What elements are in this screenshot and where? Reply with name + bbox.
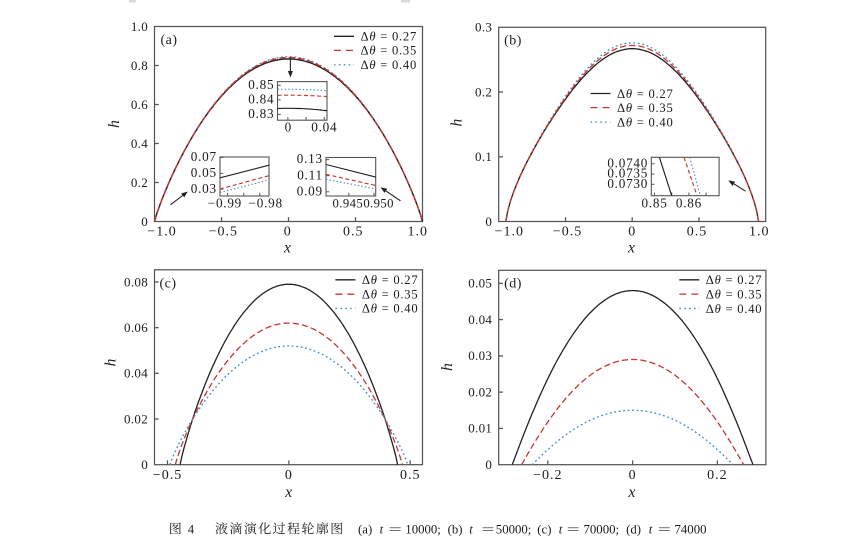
svg-text:Δθ = 0.27: Δθ = 0.27 (706, 273, 763, 287)
svg-text:0.13: 0.13 (297, 151, 323, 166)
svg-text:−0.5: −0.5 (153, 468, 182, 483)
svg-text:=: = (658, 523, 671, 536)
svg-text:h: h (439, 363, 456, 371)
svg-text:0.06: 0.06 (124, 320, 148, 335)
svg-text:Δθ = 0.27: Δθ = 0.27 (617, 87, 674, 101)
svg-text:Δθ = 0.35: Δθ = 0.35 (706, 287, 763, 301)
svg-text:x: x (283, 240, 291, 257)
svg-text:t: t (649, 523, 653, 536)
svg-text:74000: 74000 (675, 523, 707, 536)
svg-text:−0.5: −0.5 (209, 225, 238, 240)
svg-text:0.05: 0.05 (191, 165, 217, 180)
svg-text:(c): (c) (159, 277, 176, 292)
svg-text:0: 0 (485, 214, 492, 229)
svg-text:50000;: 50000; (496, 523, 532, 536)
svg-text:−1.0: −1.0 (147, 225, 176, 240)
svg-text:x: x (284, 484, 292, 501)
svg-text:0.950: 0.950 (363, 197, 394, 211)
svg-text:0: 0 (284, 225, 292, 240)
svg-text:Δθ = 0.40: Δθ = 0.40 (617, 115, 674, 129)
svg-text:0.0740: 0.0740 (607, 155, 648, 170)
svg-text:Δθ = 0.40: Δθ = 0.40 (362, 302, 419, 316)
svg-text:1.0: 1.0 (749, 225, 770, 240)
svg-text:Δθ = 0.27: Δθ = 0.27 (362, 273, 419, 287)
svg-text:0: 0 (285, 468, 293, 483)
svg-text:4: 4 (188, 523, 195, 536)
svg-text:h: h (106, 120, 123, 128)
svg-text:0.01: 0.01 (468, 421, 492, 436)
svg-text:=: = (567, 523, 580, 536)
svg-text:0.0730: 0.0730 (607, 176, 648, 191)
svg-text:(a): (a) (160, 33, 177, 48)
svg-text:0.945: 0.945 (333, 197, 364, 211)
svg-text:(d): (d) (504, 277, 522, 292)
svg-text:Δθ = 0.40: Δθ = 0.40 (361, 58, 418, 72)
svg-text:70000;: 70000; (584, 523, 620, 536)
svg-text:t: t (380, 523, 384, 536)
svg-text:0.83: 0.83 (248, 106, 274, 121)
svg-text:(d): (d) (626, 523, 641, 536)
svg-text:h: h (103, 358, 120, 366)
svg-text:(a): (a) (358, 523, 372, 536)
svg-text:0.2: 0.2 (707, 468, 728, 483)
svg-text:0: 0 (628, 225, 636, 240)
svg-text:0: 0 (485, 457, 492, 472)
svg-text:0.0735: 0.0735 (607, 166, 648, 181)
svg-text:−0.2: −0.2 (533, 468, 562, 483)
svg-text:0.03: 0.03 (191, 181, 217, 196)
svg-text:0: 0 (285, 120, 292, 135)
svg-text:0.5: 0.5 (400, 468, 421, 483)
svg-text:=: = (481, 523, 494, 536)
svg-text:0.2: 0.2 (475, 84, 492, 99)
svg-text:Δθ = 0.40: Δθ = 0.40 (706, 302, 763, 316)
svg-text:0.85: 0.85 (641, 196, 667, 211)
svg-text:Δθ = 0.35: Δθ = 0.35 (617, 101, 674, 115)
svg-text:0.4: 0.4 (131, 136, 148, 151)
svg-text:0.02: 0.02 (124, 411, 148, 426)
svg-text:0.6: 0.6 (131, 97, 148, 112)
svg-text:0.04: 0.04 (124, 366, 148, 381)
svg-text:0.03: 0.03 (468, 348, 492, 363)
svg-text:x: x (628, 484, 636, 501)
svg-text:0.85: 0.85 (248, 77, 274, 92)
svg-text:h: h (449, 118, 466, 126)
svg-text:1.0: 1.0 (407, 225, 428, 240)
svg-text:0: 0 (629, 468, 637, 483)
svg-text:Δθ = 0.35: Δθ = 0.35 (362, 288, 419, 302)
svg-text:0.84: 0.84 (248, 92, 274, 107)
svg-text:−0.5: −0.5 (553, 225, 582, 240)
svg-text:0.02: 0.02 (468, 384, 492, 399)
svg-text:=: = (389, 523, 402, 536)
svg-text:0.8: 0.8 (131, 58, 148, 73)
svg-text:(b): (b) (448, 523, 463, 536)
svg-text:−0.98: −0.98 (249, 196, 283, 211)
svg-text:0.1: 0.1 (475, 149, 492, 164)
svg-text:−0.99: −0.99 (208, 196, 242, 211)
svg-text:(c): (c) (537, 523, 551, 536)
svg-text:0.04: 0.04 (468, 312, 492, 327)
svg-text:0.11: 0.11 (297, 167, 323, 182)
svg-text:0.07: 0.07 (191, 149, 217, 164)
svg-text:0.2: 0.2 (131, 175, 148, 190)
svg-text:(b): (b) (504, 34, 522, 49)
svg-text:0.05: 0.05 (468, 276, 492, 291)
svg-text:0.5: 0.5 (343, 225, 364, 240)
svg-text:−1.0: −1.0 (495, 225, 524, 240)
svg-text:0.86: 0.86 (676, 196, 702, 211)
svg-text:Δθ = 0.35: Δθ = 0.35 (361, 44, 418, 58)
svg-text:1.0: 1.0 (131, 19, 148, 34)
svg-text:10000;: 10000; (405, 523, 441, 536)
svg-text:0.04: 0.04 (311, 120, 337, 135)
svg-text:t: t (559, 523, 563, 536)
svg-text:0.3: 0.3 (475, 20, 492, 35)
svg-text:0: 0 (141, 457, 148, 472)
svg-text:x: x (627, 240, 635, 257)
svg-text:Δθ = 0.27: Δθ = 0.27 (361, 30, 418, 44)
svg-text:t: t (469, 523, 473, 536)
svg-text:0.09: 0.09 (297, 183, 323, 198)
svg-text:0: 0 (141, 214, 148, 229)
svg-text:0.08: 0.08 (124, 274, 148, 289)
svg-text:0.5: 0.5 (687, 225, 708, 240)
